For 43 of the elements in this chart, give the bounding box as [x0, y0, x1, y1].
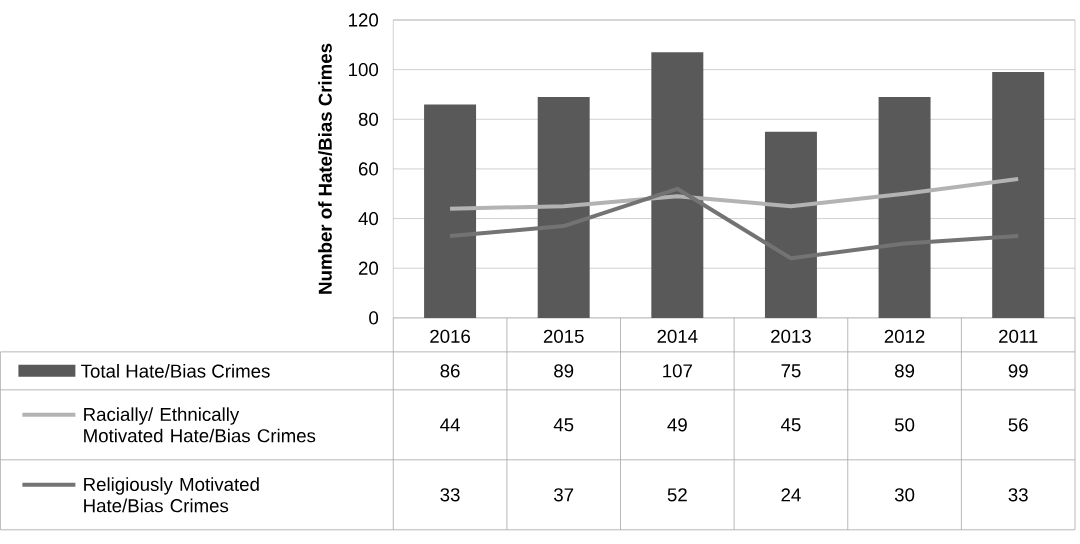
data-label: 45	[780, 418, 801, 432]
x-tick-label: 2013	[771, 329, 811, 344]
data-label: 50	[894, 418, 915, 432]
y-tick-label: 100	[349, 63, 379, 77]
x-tick-label: 2012	[884, 329, 925, 344]
data-label: 37	[554, 488, 574, 502]
data-label: 89	[554, 364, 574, 378]
data-label: 99	[1008, 364, 1028, 378]
bar	[764, 131, 817, 318]
data-label: 33	[1008, 488, 1028, 502]
data-label: 52	[667, 488, 687, 502]
x-tick-label: 2015	[543, 329, 584, 344]
y-tick-label: 20	[358, 261, 379, 275]
data-label: 107	[663, 364, 692, 378]
legend-label: Total Hate/Bias Crimes	[81, 364, 270, 378]
x-tick-label: 2011	[999, 329, 1038, 344]
y-axis-title: Number of Hate/Bias Crimes	[318, 43, 333, 294]
bar	[992, 72, 1045, 318]
bar	[651, 52, 704, 318]
bar	[878, 97, 931, 318]
legend-label: Racially/ Ethnically Motivated Hate/Bias Crimes	[84, 407, 316, 443]
data-label: 24	[781, 488, 801, 502]
bar	[424, 104, 477, 318]
data-label: 56	[1008, 418, 1028, 432]
data-label: 44	[440, 418, 460, 432]
line-series	[448, 186, 1021, 261]
y-tick-label: 80	[358, 112, 379, 126]
line-series	[448, 176, 1021, 211]
x-tick-label: 2016	[430, 329, 470, 344]
legend-label: Religiously Motivated Hate/Bias Crimes	[84, 477, 259, 513]
data-label: 45	[553, 418, 574, 432]
y-tick-label: 60	[358, 162, 379, 176]
data-label: 86	[440, 364, 460, 378]
y-tick-label: 40	[358, 212, 379, 226]
data-label: 30	[894, 488, 915, 502]
data-label: 75	[781, 364, 801, 378]
data-label: 89	[895, 364, 915, 378]
x-tick-label: 2014	[657, 329, 698, 344]
data-label: 49	[667, 418, 687, 432]
bar	[537, 97, 590, 318]
y-tick-label: 0	[369, 311, 379, 325]
data-label: 33	[440, 488, 460, 502]
y-tick-label: 120	[349, 13, 379, 27]
